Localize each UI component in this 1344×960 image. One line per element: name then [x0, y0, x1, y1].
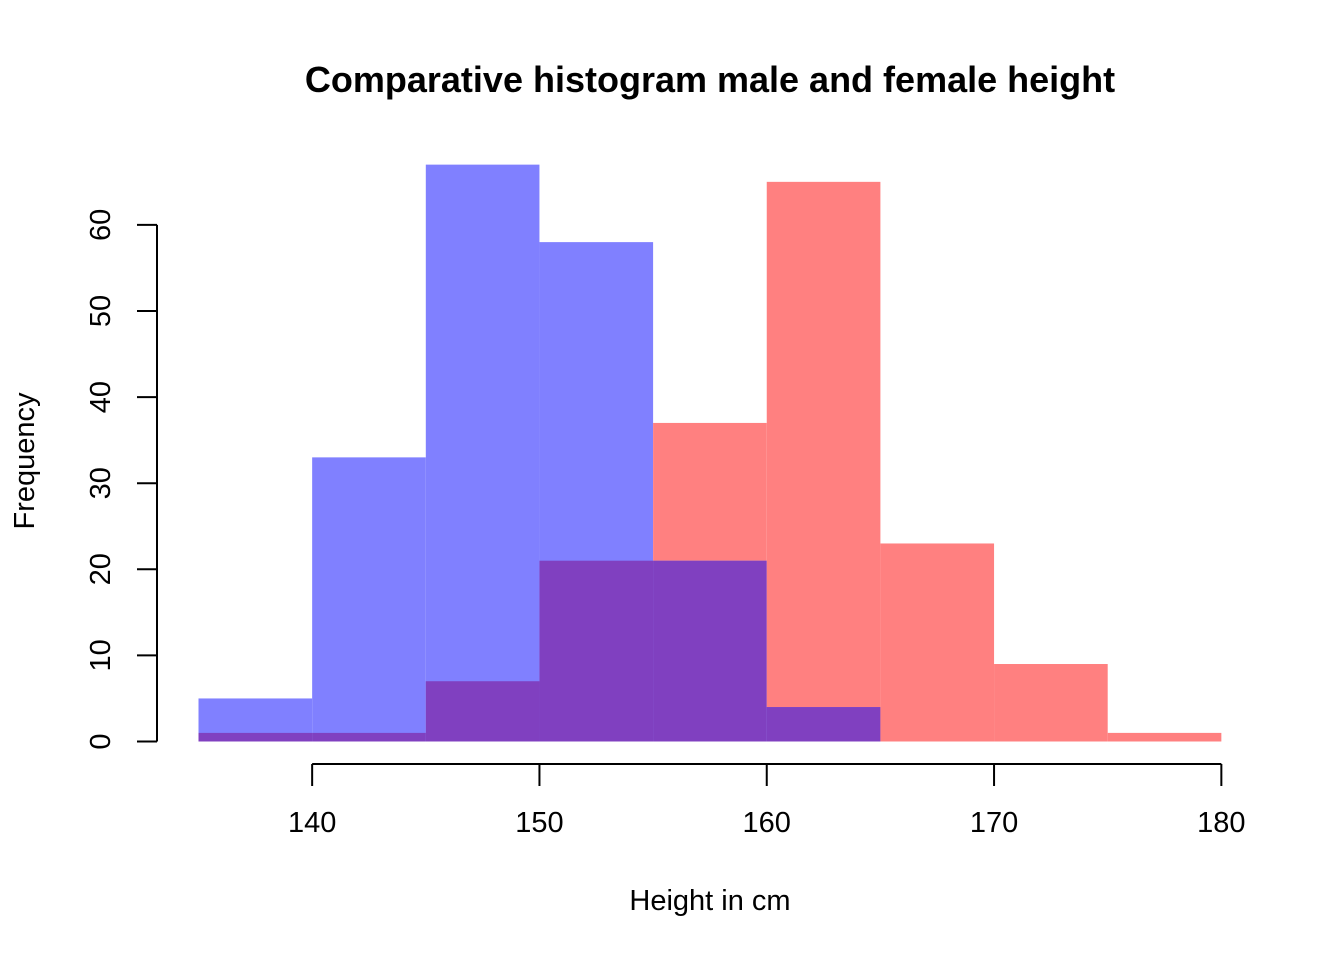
y-tick-label-1: 10	[85, 639, 117, 671]
bar-series-b-8	[1107, 732, 1222, 742]
y-tick-label-6: 60	[85, 209, 117, 241]
y-tick-label-3: 30	[85, 467, 117, 499]
bar-overlap-5	[766, 707, 881, 742]
y-tick-label-0: 0	[85, 733, 117, 749]
bar-overlap-0	[198, 732, 313, 742]
bars-layer	[198, 164, 1222, 742]
bar-overlap-3	[539, 560, 654, 742]
y-axis: 0 10 20 30 40 50 60	[85, 209, 158, 750]
x-tick-label-1: 150	[515, 807, 563, 839]
bar-overlap-4	[653, 560, 767, 742]
bar-series-a-2	[425, 164, 540, 742]
x-tick-label-3: 170	[970, 807, 1018, 839]
x-axis: 140 150 160 170 180	[288, 763, 1246, 839]
y-tick-label-5: 50	[85, 295, 117, 327]
bar-series-b-4	[653, 422, 767, 561]
chart-title: Comparative histogram male and female he…	[305, 59, 1115, 100]
x-tick-label-0: 140	[288, 807, 336, 839]
x-tick-label-2: 160	[743, 807, 791, 839]
bar-series-b-6	[880, 543, 995, 742]
bar-series-b-7	[994, 664, 1108, 742]
y-axis-label: Frequency	[9, 392, 41, 530]
bar-overlap-2	[425, 681, 540, 742]
y-tick-label-2: 20	[85, 553, 117, 585]
y-tick-label-4: 40	[85, 381, 117, 413]
bar-series-a-1	[312, 457, 426, 742]
x-tick-label-4: 180	[1197, 807, 1245, 839]
bar-overlap-1	[312, 732, 426, 742]
bar-series-b-5	[766, 181, 881, 708]
x-axis-label: Height in cm	[629, 885, 790, 917]
